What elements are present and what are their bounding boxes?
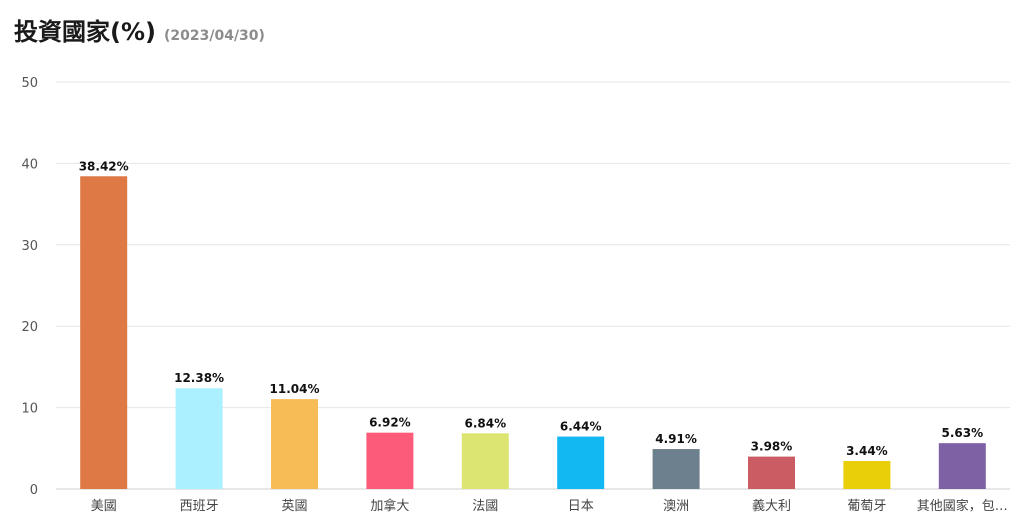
data-label: 3.44% <box>846 444 888 458</box>
x-tick-label: 加拿大 <box>370 498 409 514</box>
y-tick-label: 20 <box>21 320 38 335</box>
x-tick-label: 澳洲 <box>663 498 689 514</box>
data-label: 38.42% <box>79 159 129 173</box>
bar <box>843 460 891 489</box>
y-tick-label: 30 <box>21 239 38 254</box>
data-label: 12.38% <box>174 371 224 385</box>
bar <box>652 449 700 489</box>
x-tick-label: 英國 <box>281 499 307 514</box>
y-tick-label: 40 <box>21 157 38 172</box>
bar <box>938 443 986 489</box>
data-label: 5.63% <box>941 426 983 440</box>
chart-title: 投資國家(%) <box>14 18 156 46</box>
bar <box>557 436 605 489</box>
chart-header: 投資國家(%) (2023/04/30) <box>14 12 265 47</box>
x-tick-label: 日本 <box>568 499 594 514</box>
y-tick-label: 0 <box>30 483 38 498</box>
x-tick-label: 其他國家，包… <box>917 498 1008 514</box>
x-tick-label: 法國 <box>472 499 498 514</box>
data-label: 11.04% <box>270 382 320 396</box>
data-label: 6.84% <box>464 416 506 430</box>
x-tick-label: 西班牙 <box>180 499 219 514</box>
bar <box>80 176 128 489</box>
x-tick-label: 葡萄牙 <box>847 499 886 514</box>
bar <box>175 388 223 489</box>
bar <box>461 433 509 489</box>
bar <box>366 432 414 489</box>
x-tick-label: 美國 <box>91 499 117 514</box>
data-label: 4.91% <box>655 432 697 446</box>
y-tick-label: 50 <box>21 76 38 91</box>
chart-date: (2023/04/30) <box>163 28 265 44</box>
bar <box>748 456 795 489</box>
data-label: 6.44% <box>560 420 602 434</box>
data-label: 6.92% <box>369 416 411 430</box>
bar <box>271 399 318 489</box>
x-tick-label: 義大利 <box>752 498 791 514</box>
y-tick-label: 10 <box>21 402 38 417</box>
data-label: 3.98% <box>751 440 793 454</box>
